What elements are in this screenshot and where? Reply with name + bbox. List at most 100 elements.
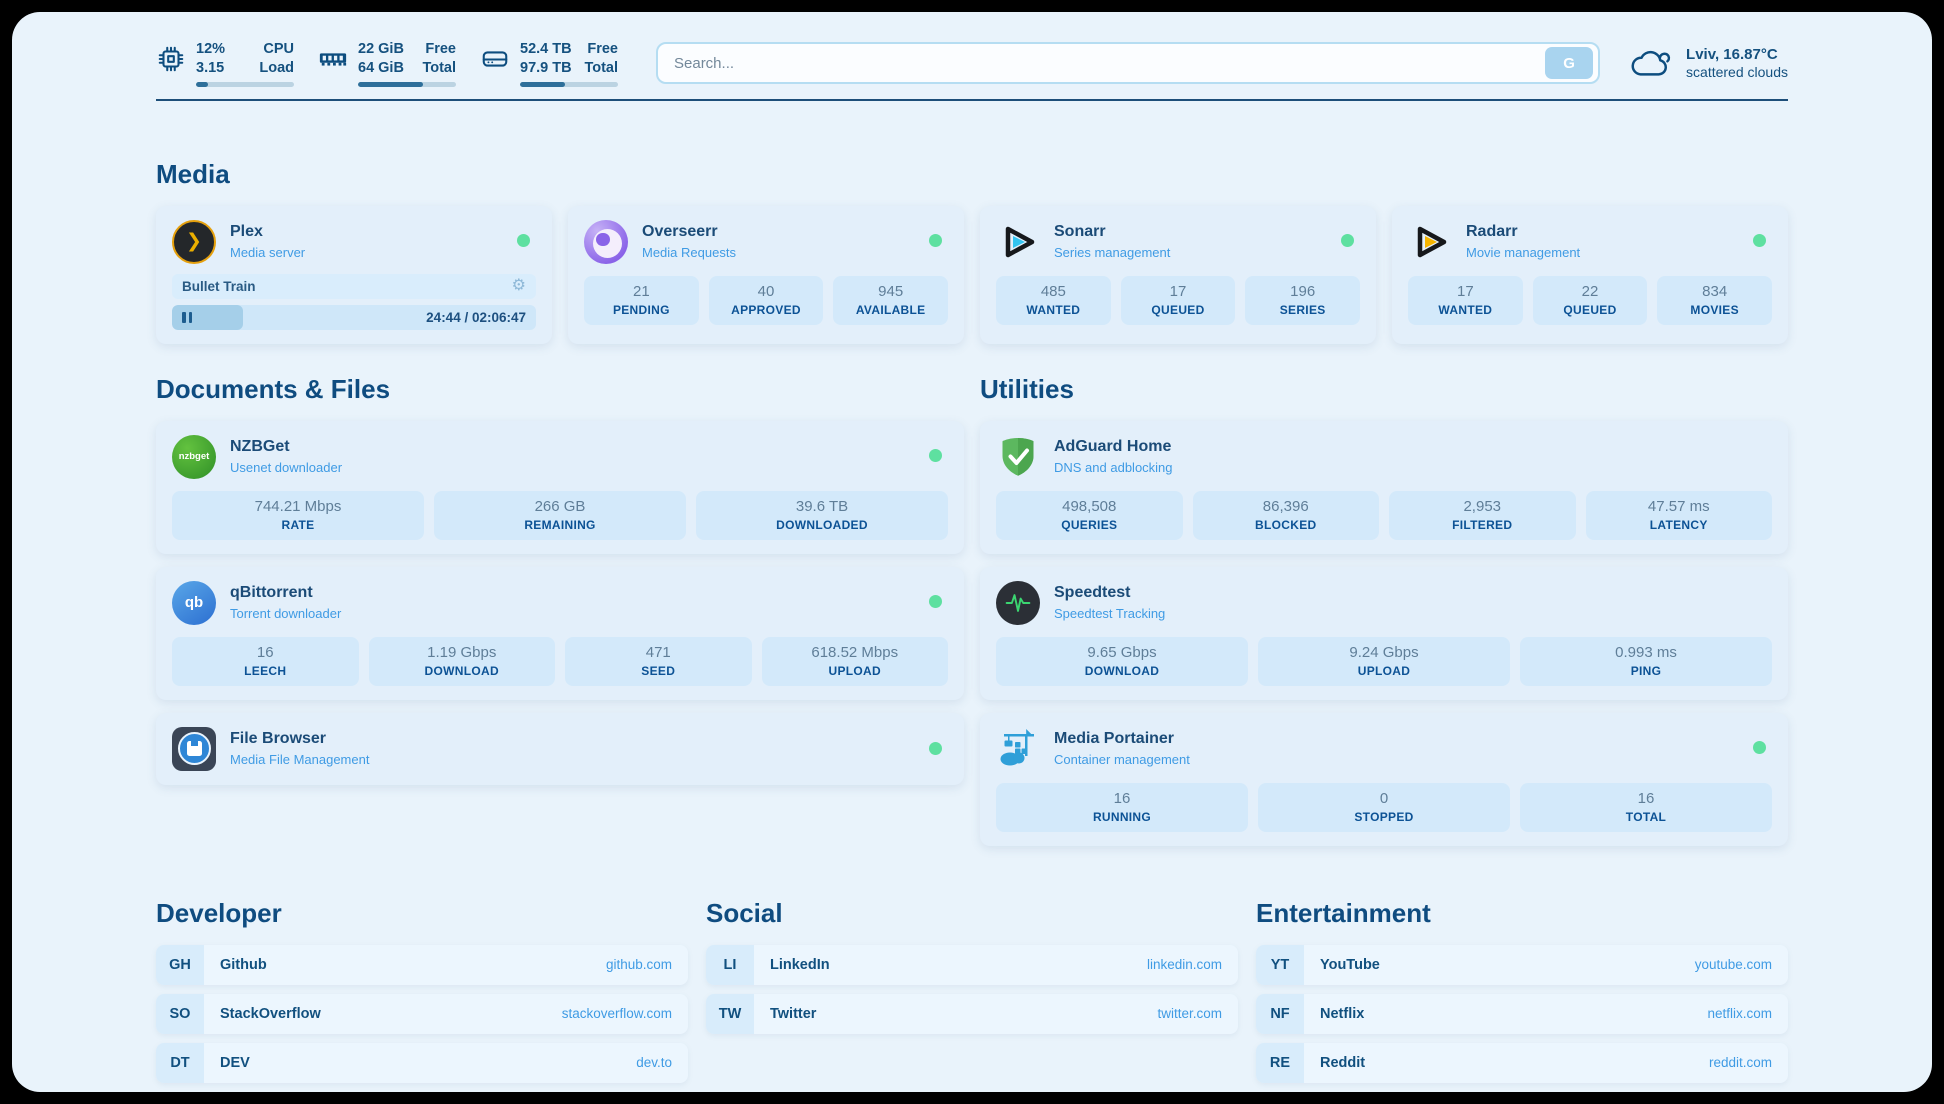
app-card-radarr[interactable]: Radarr Movie management 17 WANTED 22 QUE… (1392, 205, 1788, 344)
bookmark-reddit[interactable]: RE Reddit reddit.com (1256, 1042, 1788, 1083)
cpu-values: 12% 3.15 (196, 41, 226, 76)
app-description: Movie management (1466, 244, 1581, 260)
search-bar[interactable]: G (656, 42, 1601, 85)
status-online-dot (1753, 740, 1766, 754)
stat-tile: 0.993 ms PING (1520, 636, 1772, 686)
bookmark-abbr: RE (1256, 1042, 1304, 1083)
nzbget-icon: nzbget (172, 434, 216, 479)
stat-tile: 16 LEECH (172, 636, 359, 686)
ram-labels: Free Total (422, 41, 456, 76)
stat-tile: 16 RUNNING (996, 782, 1248, 832)
bookmark-dev[interactable]: DT DEV dev.to (156, 1042, 688, 1083)
stat-tile: 471 SEED (565, 636, 752, 686)
stat-tile: 39.6 TB DOWNLOADED (696, 490, 948, 540)
overseerr-icon (584, 219, 628, 264)
stat-tile: 498,508 QUERIES (996, 490, 1183, 540)
cloud-icon (1631, 51, 1671, 76)
app-name: AdGuard Home (1054, 438, 1172, 456)
playback-time: 24:44 / 02:06:47 (426, 309, 526, 325)
app-name: Overseerr (642, 223, 718, 241)
stat-tile: 618.52 Mbps UPLOAD (761, 636, 948, 686)
app-card-portainer[interactable]: Media Portainer Container management 16 … (980, 712, 1788, 846)
stat-tile: 834 MOVIES (1657, 275, 1772, 325)
google-search-button[interactable]: G (1545, 47, 1594, 80)
weather-widget: Lviv, 16.87°C scattered clouds (1628, 45, 1788, 81)
filebrowser-icon (172, 726, 216, 771)
bookmark-abbr: NF (1256, 993, 1304, 1034)
bookmark-youtube[interactable]: YT YouTube youtube.com (1256, 944, 1788, 985)
app-card-speedtest[interactable]: Speedtest Speedtest Tracking 9.65 Gbps D… (980, 566, 1788, 700)
app-name: NZBGet (230, 438, 290, 456)
bookmark-name: Reddit (1320, 1054, 1366, 1071)
status-online-dot (929, 233, 942, 247)
bookmark-name: StackOverflow (220, 1005, 321, 1022)
settings-gear-icon[interactable]: ⚙ (511, 277, 526, 295)
app-description: DNS and adblocking (1054, 459, 1173, 475)
bookmark-name: Netflix (1320, 1005, 1365, 1022)
stat-tile: 17 QUEUED (1120, 275, 1236, 325)
bookmark-abbr: DT (156, 1042, 204, 1083)
stat-tile: 47.57 ms LATENCY (1585, 490, 1772, 540)
app-card-nzbget[interactable]: nzbget NZBGet Usenet downloader 744.21 M… (156, 420, 964, 554)
app-card-sonarr[interactable]: Sonarr Series management 485 WANTED 17 Q… (980, 205, 1376, 344)
section-title-entertainment: Entertainment (1256, 897, 1431, 928)
status-online-dot (929, 448, 942, 462)
stat-tile: 40 APPROVED (708, 275, 824, 325)
bookmark-github[interactable]: GH Github github.com (156, 944, 688, 985)
radarr-icon (1417, 226, 1447, 257)
bookmark-url: reddit.com (1708, 1055, 1772, 1071)
bookmark-abbr: SO (156, 993, 204, 1034)
app-description: Media File Management (230, 751, 370, 767)
bookmark-name: DEV (220, 1054, 250, 1071)
weather-condition: scattered clouds (1686, 64, 1788, 81)
bookmark-url: dev.to (636, 1055, 672, 1071)
app-description: Series management (1054, 244, 1171, 260)
bookmark-name: YouTube (1320, 956, 1380, 973)
now-playing-title: Bullet Train (182, 278, 256, 294)
disk-monitor: 52.4 TB 97.9 TB Free Total (480, 40, 618, 87)
bookmark-group-developer: Developer GH Github github.com SO StackO… (156, 898, 688, 1083)
bookmarks-section: Developer GH Github github.com SO StackO… (156, 898, 1788, 1083)
app-card-overseerr[interactable]: Overseerr Media Requests 21 PENDING 40 A… (568, 205, 964, 344)
bookmark-stackoverflow[interactable]: SO StackOverflow stackoverflow.com (156, 993, 688, 1034)
status-online-dot (1341, 233, 1354, 247)
app-card-filebrowser[interactable]: File Browser Media File Management (156, 712, 964, 785)
bookmark-name: Twitter (770, 1005, 817, 1022)
search-input[interactable] (674, 54, 1546, 72)
stat-tile: 945 AVAILABLE (833, 275, 948, 325)
bookmark-url: github.com (605, 957, 672, 973)
stat-tile: 0 STOPPED (1258, 782, 1510, 832)
stat-tile: 17 WANTED (1408, 275, 1523, 325)
stat-tile: 21 PENDING (584, 275, 699, 325)
stat-tile: 196 SERIES (1245, 275, 1360, 325)
cpu-labels: CPU Load (259, 41, 294, 76)
app-name: Speedtest (1054, 584, 1131, 602)
disk-values: 52.4 TB 97.9 TB (520, 41, 572, 76)
status-online-dot (929, 594, 942, 608)
app-name: qBittorrent (230, 584, 313, 602)
stat-tile: 266 GB REMAINING (434, 490, 686, 540)
app-card-adguard[interactable]: AdGuard Home DNS and adblocking 498,508 … (980, 420, 1788, 554)
bookmark-abbr: TW (706, 993, 754, 1034)
bookmark-twitter[interactable]: TW Twitter twitter.com (706, 993, 1238, 1034)
app-description: Usenet downloader (230, 459, 343, 475)
stat-tile: 16 TOTAL (1520, 782, 1772, 832)
bookmark-linkedin[interactable]: LI LinkedIn linkedin.com (706, 944, 1238, 985)
pause-icon[interactable] (182, 311, 192, 323)
sonarr-icon (1005, 226, 1035, 257)
qbittorrent-icon: qb (172, 580, 216, 625)
stat-tile: 9.65 Gbps DOWNLOAD (996, 636, 1248, 686)
stat-tile: 9.24 Gbps UPLOAD (1258, 636, 1510, 686)
app-card-plex[interactable]: ❯ Plex Media server Bullet Train ⚙ (156, 205, 552, 344)
bookmark-netflix[interactable]: NF Netflix netflix.com (1256, 993, 1788, 1034)
bookmark-abbr: LI (706, 944, 754, 985)
section-title-media: Media (156, 158, 230, 189)
disk-icon (482, 51, 508, 67)
status-online-dot (1753, 233, 1766, 247)
speedtest-icon (996, 580, 1040, 625)
app-description: Media Requests (642, 244, 736, 260)
app-card-qbittorrent[interactable]: qb qBittorrent Torrent downloader 16 (156, 566, 964, 700)
weather-location: Lviv, 16.87°C (1686, 46, 1778, 64)
playback-progress-bar: 24:44 / 02:06:47 (172, 304, 536, 330)
bookmark-abbr: GH (156, 944, 204, 985)
